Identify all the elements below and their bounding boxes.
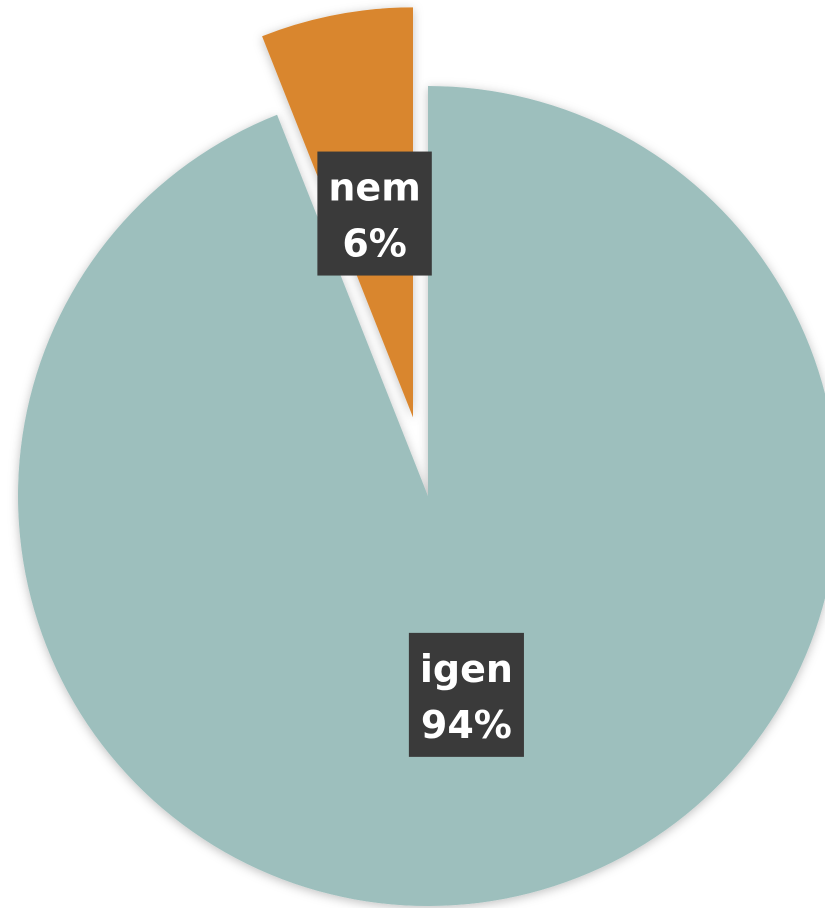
slice-name: igen: [420, 647, 513, 691]
slice-value: 94%: [421, 703, 512, 747]
data-label: igen 94%: [408, 632, 524, 757]
slice-value: 6%: [342, 222, 407, 266]
label-box: [317, 151, 432, 276]
pie: [18, 7, 825, 906]
pie-slice: [18, 86, 825, 906]
data-label: nem 6%: [317, 151, 432, 276]
label-box: [408, 632, 524, 757]
slice-name: nem: [328, 166, 420, 210]
data-labels: nem 6% igen 94%: [317, 151, 524, 757]
